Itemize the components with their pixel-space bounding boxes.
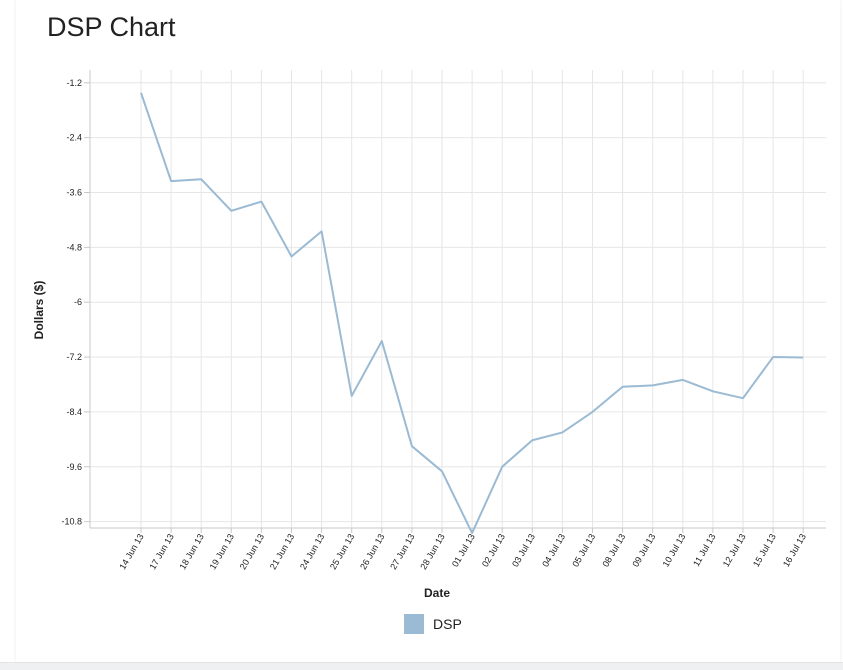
y-tick-label: -7.2 (66, 352, 82, 362)
y-axis-tick-labels: -1.2 -2.4 -3.6 -4.8 -6 -7.2 -8.4 -9.6 -10.8 (61, 78, 82, 527)
series-line-dsp (140, 92, 804, 535)
y-tick-label: -10.8 (61, 517, 82, 527)
chart-title: DSP Chart (47, 12, 176, 42)
x-tick-label: 12 Jul 13 (721, 532, 748, 569)
chart-grid (90, 70, 826, 528)
x-tick-label: 01 Jul 13 (450, 532, 477, 569)
x-tick-label: 11 Jul 13 (691, 532, 718, 568)
x-tick-label: 03 Jul 13 (510, 532, 537, 569)
x-tick-label: 04 Jul 13 (540, 532, 567, 569)
chart-axes (84, 70, 826, 533)
x-tick-label: 09 Jul 13 (631, 532, 658, 569)
x-tick-label: 19 Jun 13 (208, 532, 236, 571)
legend-swatch (404, 614, 424, 634)
x-tick-label: 20 Jun 13 (238, 532, 266, 571)
x-tick-label: 25 Jun 13 (328, 532, 356, 571)
x-tick-label: 26 Jun 13 (358, 532, 386, 571)
y-tick-label: -9.6 (66, 462, 82, 472)
x-tick-label: 02 Jul 13 (480, 532, 507, 569)
y-tick-label: -1.2 (66, 78, 82, 88)
x-tick-label: 21 Jun 13 (268, 532, 296, 571)
x-tick-label: 18 Jun 13 (177, 532, 205, 571)
x-tick-label: 16 Jul 13 (781, 532, 808, 569)
y-axis-title: Dollars ($) (32, 281, 46, 340)
chart-series (140, 92, 804, 535)
x-tick-label: 10 Jul 13 (661, 532, 688, 569)
y-tick-label: -8.4 (66, 407, 82, 417)
chart-legend: DSP (404, 614, 462, 634)
x-tick-label: 27 Jun 13 (388, 532, 416, 571)
x-axis-title: Date (424, 586, 450, 600)
y-tick-label: -3.6 (66, 187, 82, 197)
legend-label: DSP (433, 616, 462, 632)
x-tick-label: 15 Jul 13 (751, 532, 778, 569)
y-tick-label: -2.4 (66, 133, 82, 143)
x-axis-tick-labels: 14 Jun 13 17 Jun 13 18 Jun 13 19 Jun 13 20 J… (117, 532, 808, 571)
x-tick-label: 24 Jun 13 (298, 532, 326, 571)
x-tick-label: 05 Jul 13 (570, 532, 597, 569)
y-tick-label: -4.8 (66, 242, 82, 252)
x-tick-label: 08 Jul 13 (600, 532, 627, 569)
page-bottom-bar (0, 662, 843, 670)
chart-card (16, 0, 840, 662)
x-tick-label: 28 Jun 13 (418, 532, 446, 571)
y-tick-label: -6 (74, 297, 82, 307)
x-tick-label: 17 Jun 13 (147, 532, 175, 571)
x-tick-label: 14 Jun 13 (117, 532, 145, 571)
